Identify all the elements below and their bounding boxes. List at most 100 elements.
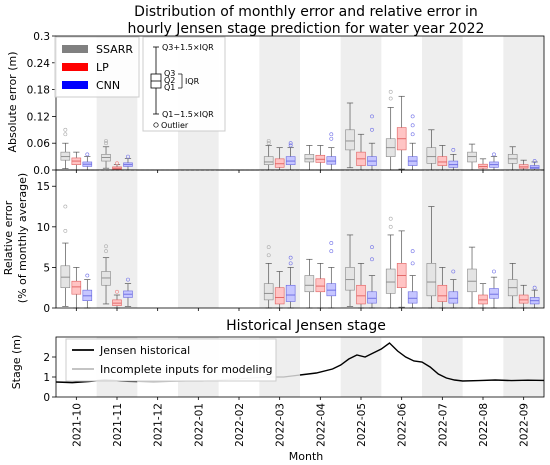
abs-lp-outlier	[115, 161, 119, 166]
rel-ytick-label: 0	[43, 303, 50, 315]
stage-xtick-label: 2021-10	[71, 403, 83, 447]
abs-ssarr-box	[304, 154, 315, 163]
abs-cnn-outlier	[410, 123, 415, 128]
rel-cnn-box	[407, 291, 418, 304]
abs-cnn-outlier	[370, 114, 374, 119]
relative-error-panel	[60, 170, 544, 309]
rel-cnn-outlier	[85, 273, 90, 278]
stage-line-historical	[299, 342, 545, 382]
stage-xtick-label: 2021-11	[112, 403, 124, 447]
stage-xtick-label: 2022-09	[519, 403, 531, 447]
rel-cnn-outlier	[329, 241, 334, 245]
stage-shade-band	[340, 337, 382, 397]
abs-ytick-label: 0.18	[27, 85, 50, 97]
rel-cnn-outlier	[329, 249, 334, 254]
abs-cnn-outlier	[329, 136, 334, 141]
abs-cnn-outlier	[126, 154, 130, 159]
relative-error-frame: 0 5 10 15	[37, 169, 545, 315]
rel-shade-band	[96, 170, 138, 308]
series-legend: SSARR LP CNN	[54, 36, 140, 98]
box-legend-q1-label: Q1	[164, 83, 175, 92]
abs-shade-band	[503, 36, 544, 170]
abs-ssarr-outlier	[266, 141, 271, 146]
abs-cnn-outlier	[288, 141, 293, 146]
box-legend-upper-label: Q3+1.5×IQR	[162, 43, 214, 52]
rel-lp-box	[356, 284, 366, 305]
abs-ssarr-outlier	[266, 139, 271, 143]
abs-ssarr-box	[345, 129, 355, 151]
abs-cnn-outlier	[532, 159, 537, 163]
chart-title-line2: hourly Jensen stage prediction for water…	[128, 21, 485, 37]
rel-cnn-outlier	[370, 245, 374, 250]
legend-swatch-cnn	[62, 81, 88, 89]
rel-lp-box	[71, 280, 82, 295]
stage-xtick-label: 2022-08	[478, 403, 490, 447]
abs-ssarr-outlier	[388, 89, 393, 94]
box-legend-outlier-label: Outlier	[161, 121, 189, 130]
relative-error-ylabel-line1: Relative error	[2, 200, 15, 275]
abs-cnn-outlier	[410, 132, 415, 137]
rel-cnn-outlier	[492, 269, 496, 274]
rel-ssarr-outlier	[104, 249, 108, 254]
stage-xtick-label: 2022-07	[437, 403, 449, 447]
abs-cnn-outlier	[288, 143, 293, 148]
rel-ssarr-outlier	[104, 244, 108, 249]
abs-cnn-outlier	[492, 152, 496, 157]
absolute-error-ylabel: Absolute error (m)	[6, 52, 19, 153]
abs-ssarr-box	[263, 156, 274, 165]
relative-error-ylabel-line2: (% of monthly average)	[16, 173, 29, 303]
stage-ylabel: Stage (m)	[10, 335, 23, 390]
rel-cnn-box	[448, 291, 459, 304]
stage-shade-band	[503, 337, 544, 397]
rel-ssarr-box	[426, 263, 437, 297]
abs-ytick-label: 0.06	[27, 138, 51, 150]
rel-shade-band	[178, 170, 219, 308]
legend-swatch-ssarr	[62, 45, 88, 53]
rel-ssarr-box	[467, 268, 477, 293]
abs-ssarr-outlier	[104, 139, 108, 143]
box-legend-q2-label: Q2	[164, 76, 175, 85]
box-legend-iqr-label: IQR	[185, 77, 200, 86]
rel-cnn-outlier	[288, 261, 293, 266]
stage-legend: Jensen historical Incomplete inputs for …	[65, 338, 277, 382]
abs-lp-box	[437, 156, 448, 166]
box-legend: Q3+1.5×IQR Q3 Q2 Q1 IQR Q1−1.5×IQR Outli…	[142, 36, 226, 132]
abs-cnn-box	[326, 156, 337, 165]
rel-cnn-outlier	[532, 285, 537, 290]
box-legend-q3-label: Q3	[164, 69, 175, 78]
stage-shade-band	[422, 337, 463, 397]
abs-ssarr-outlier	[104, 141, 108, 146]
abs-ssarr-outlier	[63, 127, 68, 132]
rel-cnn-outlier	[410, 261, 415, 266]
legend-label-ssarr: SSARR	[96, 43, 133, 56]
stage-ytick-label: 2	[43, 352, 50, 364]
stage-panel	[55, 337, 545, 397]
rel-ssarr-outlier	[388, 216, 393, 221]
stage-frame: 0 1 2 2021-10 2021-11 2021-12 2022-01 2022-02 20…	[43, 336, 545, 447]
rel-axes-frame	[55, 169, 545, 309]
rel-ssarr-outlier	[63, 228, 68, 233]
rel-cnn-outlier	[370, 257, 374, 262]
box-legend-lower-label: Q1−1.5×IQR	[162, 110, 214, 119]
abs-lp-box	[274, 158, 285, 168]
rel-lp-box	[274, 287, 285, 305]
abs-ssarr-outlier	[63, 132, 68, 137]
legend-label-cnn: CNN	[96, 79, 120, 92]
stage-xlabel: Month	[289, 450, 324, 463]
stage-legend-box	[65, 338, 277, 382]
rel-cnn-outlier	[451, 269, 456, 274]
abs-ytick-label: 0.12	[27, 111, 50, 123]
stage-axes-frame	[55, 336, 545, 398]
rel-cnn-box	[489, 288, 499, 299]
rel-cnn-outlier	[288, 255, 293, 260]
rel-cnn-outlier	[410, 249, 415, 254]
rel-ssarr-outlier	[63, 204, 68, 209]
abs-ytick-label: 0.24	[27, 58, 51, 70]
rel-ssarr-box	[263, 283, 274, 301]
abs-ssarr-outlier	[388, 96, 393, 101]
abs-cnn-outlier	[370, 127, 374, 132]
stage-legend-label-historical: Jensen historical	[99, 344, 190, 357]
stage-xtick-label: 2022-04	[315, 403, 327, 447]
rel-ssarr-outlier	[388, 224, 393, 229]
